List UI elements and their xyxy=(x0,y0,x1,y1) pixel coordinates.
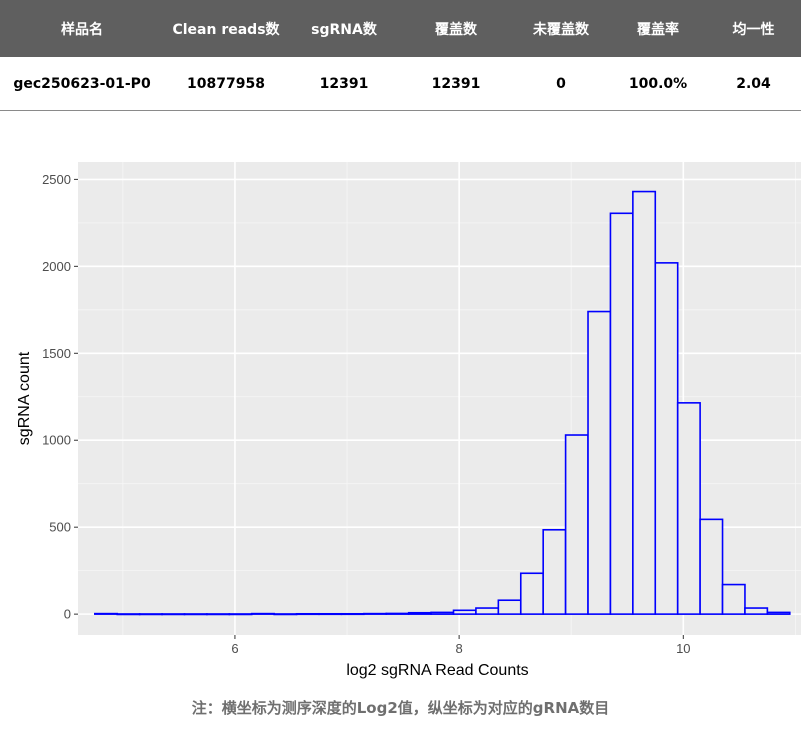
histogram-bar xyxy=(475,607,500,615)
histogram-bar xyxy=(161,613,186,616)
x-axis: 6 8 10 xyxy=(231,635,691,656)
histogram-bar xyxy=(766,611,791,615)
x-tick-label: 8 xyxy=(455,641,462,656)
header-uncovered: 未覆盖数 xyxy=(512,0,610,57)
histogram-bar xyxy=(228,613,253,616)
x-tick-label: 10 xyxy=(676,641,690,656)
histogram-bar xyxy=(497,599,522,615)
histogram-bar xyxy=(318,612,343,616)
header-clean-reads: Clean reads数 xyxy=(164,0,288,57)
histogram-bar xyxy=(587,310,612,615)
y-tick-label: 0 xyxy=(64,607,71,622)
histogram-bar xyxy=(452,609,477,615)
histogram-bar xyxy=(430,611,455,615)
histogram-bar xyxy=(273,613,298,616)
x-tick-label: 6 xyxy=(231,641,238,656)
histogram-bar xyxy=(250,612,275,615)
header-coverage-rate: 覆盖率 xyxy=(610,0,706,57)
histogram-bar xyxy=(407,611,432,615)
y-tick-label: 1500 xyxy=(42,346,71,361)
footnote: 注：横坐标为测序深度的Log2值，纵坐标为对应的gRNA数目 xyxy=(191,699,610,717)
y-axis-title: sgRNA count xyxy=(16,351,33,445)
cell-uncovered: 0 xyxy=(512,57,610,111)
histogram-bar xyxy=(744,607,769,615)
header-covered: 覆盖数 xyxy=(400,0,512,57)
header-sgrna-count: sgRNA数 xyxy=(288,0,400,57)
histogram-bar xyxy=(295,612,320,616)
histogram-bar xyxy=(363,612,388,615)
grid-major xyxy=(78,162,801,635)
cell-clean-reads: 10877958 xyxy=(164,57,288,111)
histogram-bars xyxy=(94,190,791,616)
stats-table: 样品名 Clean reads数 sgRNA数 覆盖数 未覆盖数 覆盖率 均一性… xyxy=(0,0,801,111)
table-header-row: 样品名 Clean reads数 sgRNA数 覆盖数 未覆盖数 覆盖率 均一性 xyxy=(0,0,801,57)
histogram-bar xyxy=(699,518,724,615)
histogram-chart: 0 500 1000 1500 2000 2500 6 8 10 log2 sgRNA Rea… xyxy=(16,162,801,679)
cell-sgrna-count: 12391 xyxy=(288,57,400,111)
histogram-bar xyxy=(138,613,163,616)
y-tick-label: 2000 xyxy=(42,259,71,274)
histogram-bar xyxy=(676,402,701,615)
cell-uniformity: 2.04 xyxy=(706,57,801,111)
histogram-bar xyxy=(116,613,141,616)
y-axis: 0 500 1000 1500 2000 2500 xyxy=(42,172,78,622)
histogram-bar xyxy=(94,612,119,615)
cell-coverage-rate: 100.0% xyxy=(610,57,706,111)
cell-covered: 12391 xyxy=(400,57,512,111)
y-tick-label: 500 xyxy=(49,520,71,535)
table-row: gec250623-01-P0 10877958 12391 12391 0 1… xyxy=(0,57,801,111)
histogram-bar xyxy=(721,583,746,615)
x-axis-title: log2 sgRNA Read Counts xyxy=(346,662,528,679)
histogram-bar xyxy=(183,613,208,616)
histogram-bar xyxy=(519,572,544,615)
header-sample-name: 样品名 xyxy=(0,0,164,57)
y-tick-label: 1000 xyxy=(42,433,71,448)
histogram-bar xyxy=(542,528,567,615)
histogram-bar xyxy=(385,612,410,615)
histogram-bar xyxy=(632,190,657,615)
histogram-bar xyxy=(564,434,589,615)
histogram-bar xyxy=(654,262,679,615)
y-tick-label: 2500 xyxy=(42,172,71,187)
histogram-bar xyxy=(609,212,634,615)
header-uniformity: 均一性 xyxy=(706,0,801,57)
histogram-bar xyxy=(206,613,231,616)
histogram-bar xyxy=(340,612,365,616)
cell-sample-name: gec250623-01-P0 xyxy=(0,57,164,111)
